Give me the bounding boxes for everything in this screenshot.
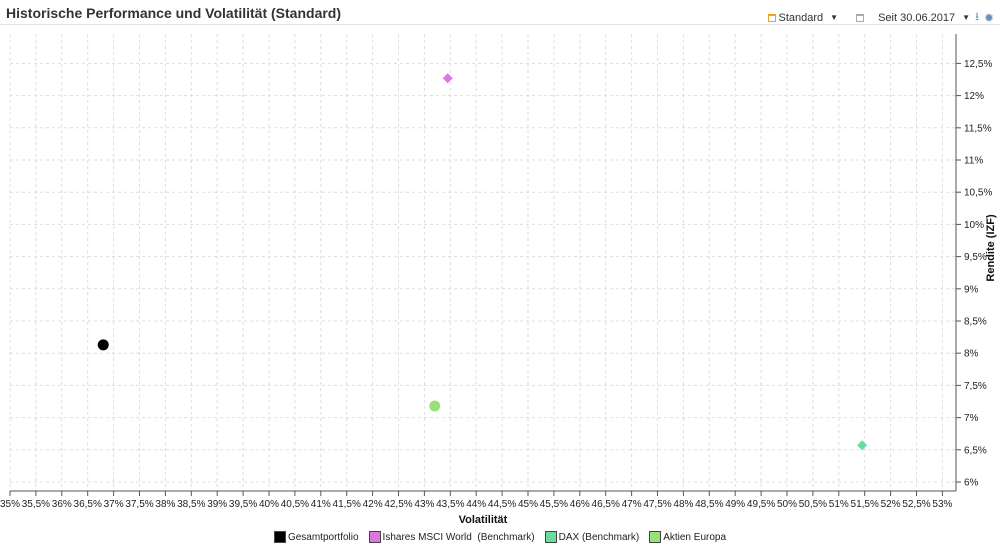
y-tick-label: 9,5%: [964, 252, 987, 263]
x-tick-label: 44,5%: [488, 499, 516, 510]
x-tick-label: 39%: [207, 499, 227, 510]
x-tick-label: 53%: [932, 499, 952, 510]
legend-item[interactable]: Aktien Europa: [649, 531, 726, 543]
x-tick-label: 43%: [414, 499, 434, 510]
download-icon[interactable]: ⭳: [975, 11, 979, 23]
x-axis-title: Volatilität: [459, 514, 508, 526]
x-tick-label: 50%: [777, 499, 797, 510]
y-tick-label: 10,5%: [964, 188, 992, 199]
x-tick-label: 41%: [311, 499, 331, 510]
x-tick-label: 37,5%: [125, 499, 153, 510]
y-axis-ticks: 6% 6,5% 7% 7,5% 8% 8,5% 9% 9,5% 10% 10,5% 11% 11,5%…: [956, 59, 992, 489]
x-tick-label: 37%: [104, 499, 124, 510]
chevron-down-icon: ▼: [962, 13, 971, 22]
legend-label: Gesamtportfolio: [287, 531, 359, 543]
x-tick-label: 38,5%: [177, 499, 205, 510]
y-tick-label: 8,5%: [964, 317, 987, 328]
x-tick-label: 42%: [363, 499, 383, 510]
legend-swatch: [273, 531, 286, 543]
x-tick-label: 44%: [466, 499, 486, 510]
gear-icon[interactable]: ✹: [983, 10, 994, 25]
y-tick-label: 10%: [964, 220, 984, 231]
legend-item[interactable]: Gesamtportfolio: [273, 531, 359, 543]
y-tick-label: 11%: [964, 156, 983, 167]
x-tick-label: 47,5%: [643, 499, 671, 510]
data-point[interactable]: [857, 440, 868, 451]
x-tick-label: 42,5%: [384, 499, 412, 510]
x-tick-label: 49,5%: [747, 499, 775, 510]
legend-label: Aktien Europa: [663, 531, 727, 543]
period-label: Seit 30.06.2017: [878, 11, 956, 24]
x-tick-label: 41,5%: [333, 499, 361, 510]
x-tick-label: 47%: [622, 499, 642, 510]
x-tick-label: 45%: [518, 499, 538, 510]
x-tick-label: 49%: [725, 499, 745, 510]
x-tick-label: 45,5%: [540, 499, 568, 510]
y-tick-label: 9%: [964, 284, 979, 295]
x-tick-label: 50,5%: [799, 499, 827, 510]
x-tick-label: 46,5%: [592, 499, 620, 510]
period-selector[interactable]: Seit 30.06.2017 ▼: [856, 12, 970, 24]
chart-grid: [9, 34, 956, 491]
y-tick-label: 7,5%: [964, 381, 987, 392]
chart-toolbar: Standard ▼ Seit 30.06.2017 ▼ ⭳ ✹: [767, 8, 994, 27]
x-tick-label: 52,5%: [902, 499, 930, 510]
legend-item[interactable]: Ishares MSCI World (Benchmark): [368, 531, 535, 543]
chevron-down-icon: ▼: [830, 13, 839, 22]
calendar-icon: [856, 13, 865, 22]
calendar-icon: [767, 13, 776, 22]
x-tick-label: 38%: [155, 499, 175, 510]
legend-swatch: [649, 531, 662, 543]
data-point[interactable]: [429, 400, 441, 412]
x-tick-label: 35,5%: [22, 499, 50, 510]
view-selector[interactable]: Standard ▼: [767, 11, 839, 24]
y-tick-label: 6%: [964, 478, 979, 489]
legend-label: Ishares MSCI World (Benchmark): [382, 531, 535, 543]
chart-legend: Gesamtportfolio Ishares MSCI World (Bench…: [0, 531, 1000, 543]
y-tick-label: 8%: [964, 349, 979, 360]
x-axis-ticks: 35% 35,5% 36% 36,5% 37% 37,5% 38% 38,5% 39% 39,5%…: [0, 491, 953, 510]
y-tick-label: 12%: [964, 91, 984, 102]
y-tick-label: 12,5%: [964, 59, 992, 70]
y-axis-title: Rendite (IZF): [985, 214, 997, 282]
legend-swatch: [368, 531, 381, 543]
x-tick-label: 40%: [259, 499, 279, 510]
y-tick-label: 6,5%: [964, 445, 987, 456]
legend-swatch: [544, 531, 557, 543]
x-tick-label: 43,5%: [436, 499, 464, 510]
view-label: Standard: [778, 11, 824, 24]
chart-axes: [10, 34, 957, 492]
x-tick-label: 48%: [673, 499, 693, 510]
header-divider: [0, 24, 1000, 25]
x-tick-label: 35%: [0, 499, 20, 510]
legend-label: DAX (Benchmark): [558, 531, 640, 543]
data-point[interactable]: [442, 73, 453, 84]
data-points: [97, 73, 868, 451]
x-tick-label: 48,5%: [695, 499, 723, 510]
chart-title: Historische Performance und Volatilität …: [6, 5, 342, 21]
x-tick-label: 36%: [52, 499, 72, 510]
legend-item[interactable]: DAX (Benchmark): [544, 531, 640, 543]
x-tick-label: 46%: [570, 499, 590, 510]
x-tick-label: 51%: [829, 499, 849, 510]
y-tick-label: 7%: [964, 413, 979, 424]
data-point[interactable]: [97, 339, 109, 351]
x-tick-label: 52%: [881, 499, 901, 510]
x-tick-label: 39,5%: [229, 499, 257, 510]
x-tick-label: 51,5%: [851, 499, 879, 510]
x-tick-label: 40,5%: [281, 499, 309, 510]
y-tick-label: 11,5%: [964, 123, 992, 134]
x-tick-label: 36,5%: [74, 499, 102, 510]
